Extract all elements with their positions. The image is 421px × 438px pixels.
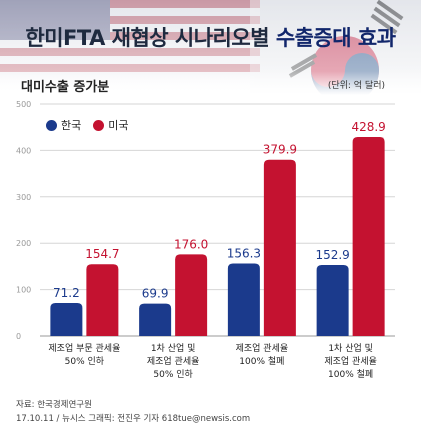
bar-usa xyxy=(263,159,296,336)
bar-usa xyxy=(352,136,385,336)
source-note: 자료: 한국경제연구원 xyxy=(16,400,92,410)
y-tick-label: 500 xyxy=(16,100,31,109)
legend-item-usa: 미국 xyxy=(93,117,129,133)
x-tick-label: 100% 철폐 xyxy=(239,355,284,367)
x-tick-label: 1차 산업 및 xyxy=(328,342,373,354)
flag-background xyxy=(0,0,421,95)
x-tick-label: 제조업 부문 관세율 xyxy=(48,343,120,354)
value-label-korea: 156.3 xyxy=(227,246,261,260)
footer: 자료: 한국경제연구원 17.10.11 / 뉴시스 그래픽: 전진우 기자 6… xyxy=(16,398,250,426)
x-tick-label: 1차 산업 및 xyxy=(151,342,196,354)
value-label-usa: 379.9 xyxy=(263,143,297,157)
title-prefix: 한미FTA 재협상 시나리오별 xyxy=(25,26,276,50)
header-banner xyxy=(0,0,421,95)
value-label-korea: 71.2 xyxy=(53,286,80,300)
legend-label-korea: 한국 xyxy=(61,119,82,132)
y-tick-label: 100 xyxy=(16,286,31,295)
x-tick-label: 50% 인하 xyxy=(65,356,105,367)
title-highlight: 수출증대 효과 xyxy=(275,26,396,50)
legend: 한국 미국 xyxy=(46,117,135,133)
value-label-korea: 152.9 xyxy=(315,248,349,262)
value-label-usa: 176.0 xyxy=(174,237,208,251)
y-tick-label: 300 xyxy=(16,193,31,202)
y-tick-label: 0 xyxy=(16,332,21,341)
credit-note: 17.10.11 / 뉴시스 그래픽: 전진우 기자 618tue@newsis… xyxy=(16,414,251,424)
legend-label-usa: 미국 xyxy=(108,119,129,132)
bar-usa xyxy=(175,254,208,336)
value-label-usa: 428.9 xyxy=(351,120,385,134)
value-label-usa: 154.7 xyxy=(85,247,119,261)
y-tick-label: 200 xyxy=(16,239,31,248)
x-tick-label: 제조업 관세율 xyxy=(147,356,200,367)
legend-item-korea: 한국 xyxy=(46,117,81,133)
x-tick-label: 제조업 관세율 xyxy=(324,356,377,367)
bar-korea xyxy=(316,265,349,336)
bar-korea xyxy=(50,302,83,336)
bar-usa xyxy=(86,264,119,336)
bar-korea xyxy=(139,303,172,336)
unit-label: (단위: 억 달러) xyxy=(327,81,385,91)
value-label-korea: 69.9 xyxy=(142,287,169,301)
chart-title: 한미FTA 재협상 시나리오별 수출증대 효과 xyxy=(0,22,421,52)
bar-korea xyxy=(227,263,260,336)
x-tick-label: 제조업 관세율 xyxy=(236,343,289,354)
x-tick-label: 100% 철폐 xyxy=(328,368,373,380)
y-tick-label: 400 xyxy=(16,146,31,155)
legend-swatch-korea xyxy=(46,119,57,131)
chart-subtitle: 대미수출 증가분 xyxy=(21,80,110,95)
x-tick-label: 50% 인하 xyxy=(153,369,193,380)
legend-swatch-usa xyxy=(93,119,105,131)
